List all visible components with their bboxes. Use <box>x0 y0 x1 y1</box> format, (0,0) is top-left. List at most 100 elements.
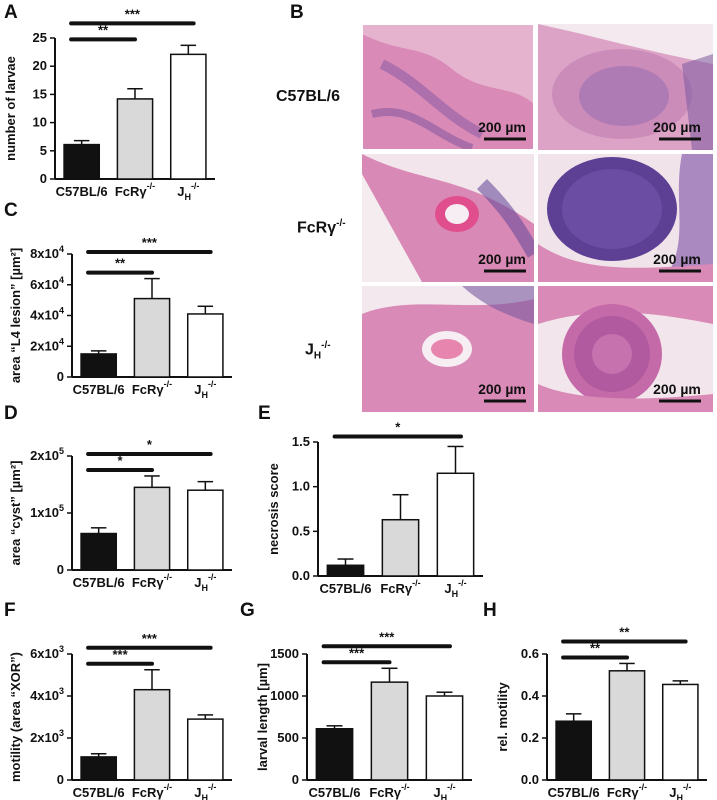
significance-label: *** <box>142 631 158 646</box>
y-tick-label: 2x105 <box>30 446 64 463</box>
y-tick-label: 0.6 <box>521 646 539 661</box>
y-tick-label: 500 <box>277 730 299 745</box>
y-tick-label: 1.0 <box>292 479 310 494</box>
x-tick-label-fcrg: FcRγ-/- <box>132 782 172 800</box>
histology-tile-jh-right <box>538 286 713 412</box>
panel-letter-b: B <box>290 2 304 23</box>
bar-jh <box>661 683 699 781</box>
bar-jh <box>186 718 224 781</box>
panel-letter-f: F <box>4 600 16 621</box>
bar-c57bl6 <box>555 720 593 781</box>
y-axis-label: rel. motility <box>495 682 510 752</box>
y-tick-label: 0 <box>292 772 299 787</box>
y-tick-label: 1.5 <box>292 434 310 449</box>
y-tick-label: 1000 <box>270 688 299 703</box>
significance-label: *** <box>142 235 158 250</box>
x-tick-label-fcrg: FcRγ-/- <box>132 572 172 590</box>
panel-letter-h: H <box>483 600 497 621</box>
bar-jh <box>186 489 224 571</box>
y-tick-label: 6x104 <box>30 275 64 292</box>
x-tick-label-jh: JH-/- <box>433 782 455 800</box>
panel-letter-a: A <box>4 2 18 23</box>
significance-label: *** <box>379 629 395 644</box>
histology-row-label-fcrg: FcRγ-/- <box>297 218 346 237</box>
significance-label: *** <box>349 645 365 660</box>
x-tick-label-jh: JH-/- <box>177 181 199 202</box>
bar-c57bl6 <box>326 564 365 577</box>
y-tick-label: 1x105 <box>30 503 64 520</box>
y-tick-label: 0 <box>57 772 64 787</box>
significance-label: * <box>118 453 124 468</box>
histology-row-label-jh: JH-/- <box>305 340 331 362</box>
bar-jh <box>169 53 207 180</box>
chart-g-larval-length: 0 500 1000 1500 larval length [µm] C57BL/6 FcR… <box>240 600 485 800</box>
chart-C-svg: 0 2x104 4x104 6x104 8x104 area “L4 lesion” [µ… <box>8 235 232 400</box>
y-tick-label: 0 <box>40 171 47 186</box>
y-axis-label: necrosis score <box>266 463 281 555</box>
histology-row-label-c57bl6: C57BL/6 <box>276 88 341 105</box>
histology-tile-c57-right <box>538 24 713 150</box>
x-tick-label-jh: JH-/- <box>669 782 691 800</box>
x-tick-label-fcrg: FcRγ-/- <box>380 578 420 596</box>
chart-f-motility: 0 2x103 4x103 6x103 motility (area “XOR”) C57… <box>0 600 240 800</box>
bar-c57bl6 <box>315 728 354 781</box>
y-tick-label: 15 <box>33 86 47 101</box>
x-tick-label-c57bl6: C57BL/6 <box>548 785 600 800</box>
x-tick-label-c57bl6: C57BL/6 <box>308 785 360 800</box>
y-axis-label: number of larvae <box>3 56 18 161</box>
bar-fcrg <box>133 297 171 378</box>
chart-F-svg: 0 2x103 4x103 6x103 motility (area “XOR”) C57… <box>8 631 232 800</box>
bar-jh <box>436 472 475 577</box>
bar-fcrg <box>370 681 409 781</box>
bar-fcrg <box>608 670 646 781</box>
bar-c57bl6 <box>63 143 101 180</box>
y-axis-label: motility (area “XOR”) <box>8 652 23 782</box>
y-axis-label: area “L4 lesion” [µm²] <box>8 248 23 383</box>
y-axis-label: larval length [µm] <box>255 663 270 771</box>
bar-c57bl6 <box>80 532 118 571</box>
x-tick-label-c57bl6: C57BL/6 <box>73 575 125 590</box>
x-tick-label-jh: JH-/- <box>194 782 216 800</box>
x-tick-label-c57bl6: C57BL/6 <box>56 184 108 199</box>
scale-bar-label: 200 µm <box>478 251 526 267</box>
scale-bar-label: 200 µm <box>478 119 526 135</box>
x-tick-label-jh: JH-/- <box>444 578 466 599</box>
scale-bar-label: 200 µm <box>653 381 701 397</box>
y-tick-label: 0.4 <box>521 688 540 703</box>
chart-h-rel-motility: 0.0 0.2 0.4 0.6 rel. motility C57BL/6 FcRγ-/- J… <box>483 600 717 800</box>
x-tick-label-c57bl6: C57BL/6 <box>73 785 125 800</box>
bar-jh <box>425 695 464 781</box>
y-tick-label: 0.5 <box>292 523 310 538</box>
bar-fcrg <box>133 486 171 571</box>
y-tick-label: 6x103 <box>30 644 64 661</box>
significance-label: ** <box>115 256 126 271</box>
histology-tile-fcrg-right <box>538 154 713 282</box>
y-axis-label: area “cyst” [µm²] <box>8 460 23 565</box>
x-tick-label-fcrg: FcRγ-/- <box>132 379 172 397</box>
panel-letter-c: C <box>4 200 18 221</box>
chart-A-svg: 0 5 10 15 20 25 number of larvae C57BL/6 FcRγ-/-… <box>3 6 215 202</box>
y-tick-label: 20 <box>33 58 47 73</box>
chart-E-svg: 0.0 0.5 1.0 1.5 necrosis score C57BL/6 FcRγ-/-… <box>266 419 483 599</box>
significance-label: ** <box>619 624 630 639</box>
histology-image-grid: 200 µm 200 µm 200 µm 200 µm 200 µm 200 µm <box>362 24 713 412</box>
x-tick-label-jh: JH-/- <box>194 572 216 593</box>
chart-H-svg: 0.0 0.2 0.4 0.6 rel. motility C57BL/6 FcRγ-/- J… <box>495 624 707 800</box>
histology-tile-fcrg-left <box>362 154 541 282</box>
y-tick-label: 0.2 <box>521 730 539 745</box>
y-tick-label: 25 <box>33 30 47 45</box>
significance-label: ** <box>590 640 601 655</box>
y-tick-label: 10 <box>33 115 47 130</box>
scale-bar-label: 200 µm <box>653 119 701 135</box>
y-tick-label: 2x103 <box>30 728 64 745</box>
chart-e-necrosis-score: 0.0 0.5 1.0 1.5 necrosis score C57BL/6 FcRγ-/-… <box>255 405 500 600</box>
x-tick-label-fcrg: FcRγ-/- <box>607 782 647 800</box>
x-tick-label-c57bl6: C57BL/6 <box>73 382 125 397</box>
bar-c57bl6 <box>80 353 118 378</box>
x-tick-label-fcrg: FcRγ-/- <box>115 181 155 199</box>
chart-D-svg: 0 1x105 2x105 area “cyst” [µm²] C57BL/6 FcRγ-… <box>8 437 232 593</box>
scale-bar-label: 200 µm <box>653 251 701 267</box>
bar-c57bl6 <box>80 756 118 781</box>
panel-letter-e: E <box>258 403 271 424</box>
